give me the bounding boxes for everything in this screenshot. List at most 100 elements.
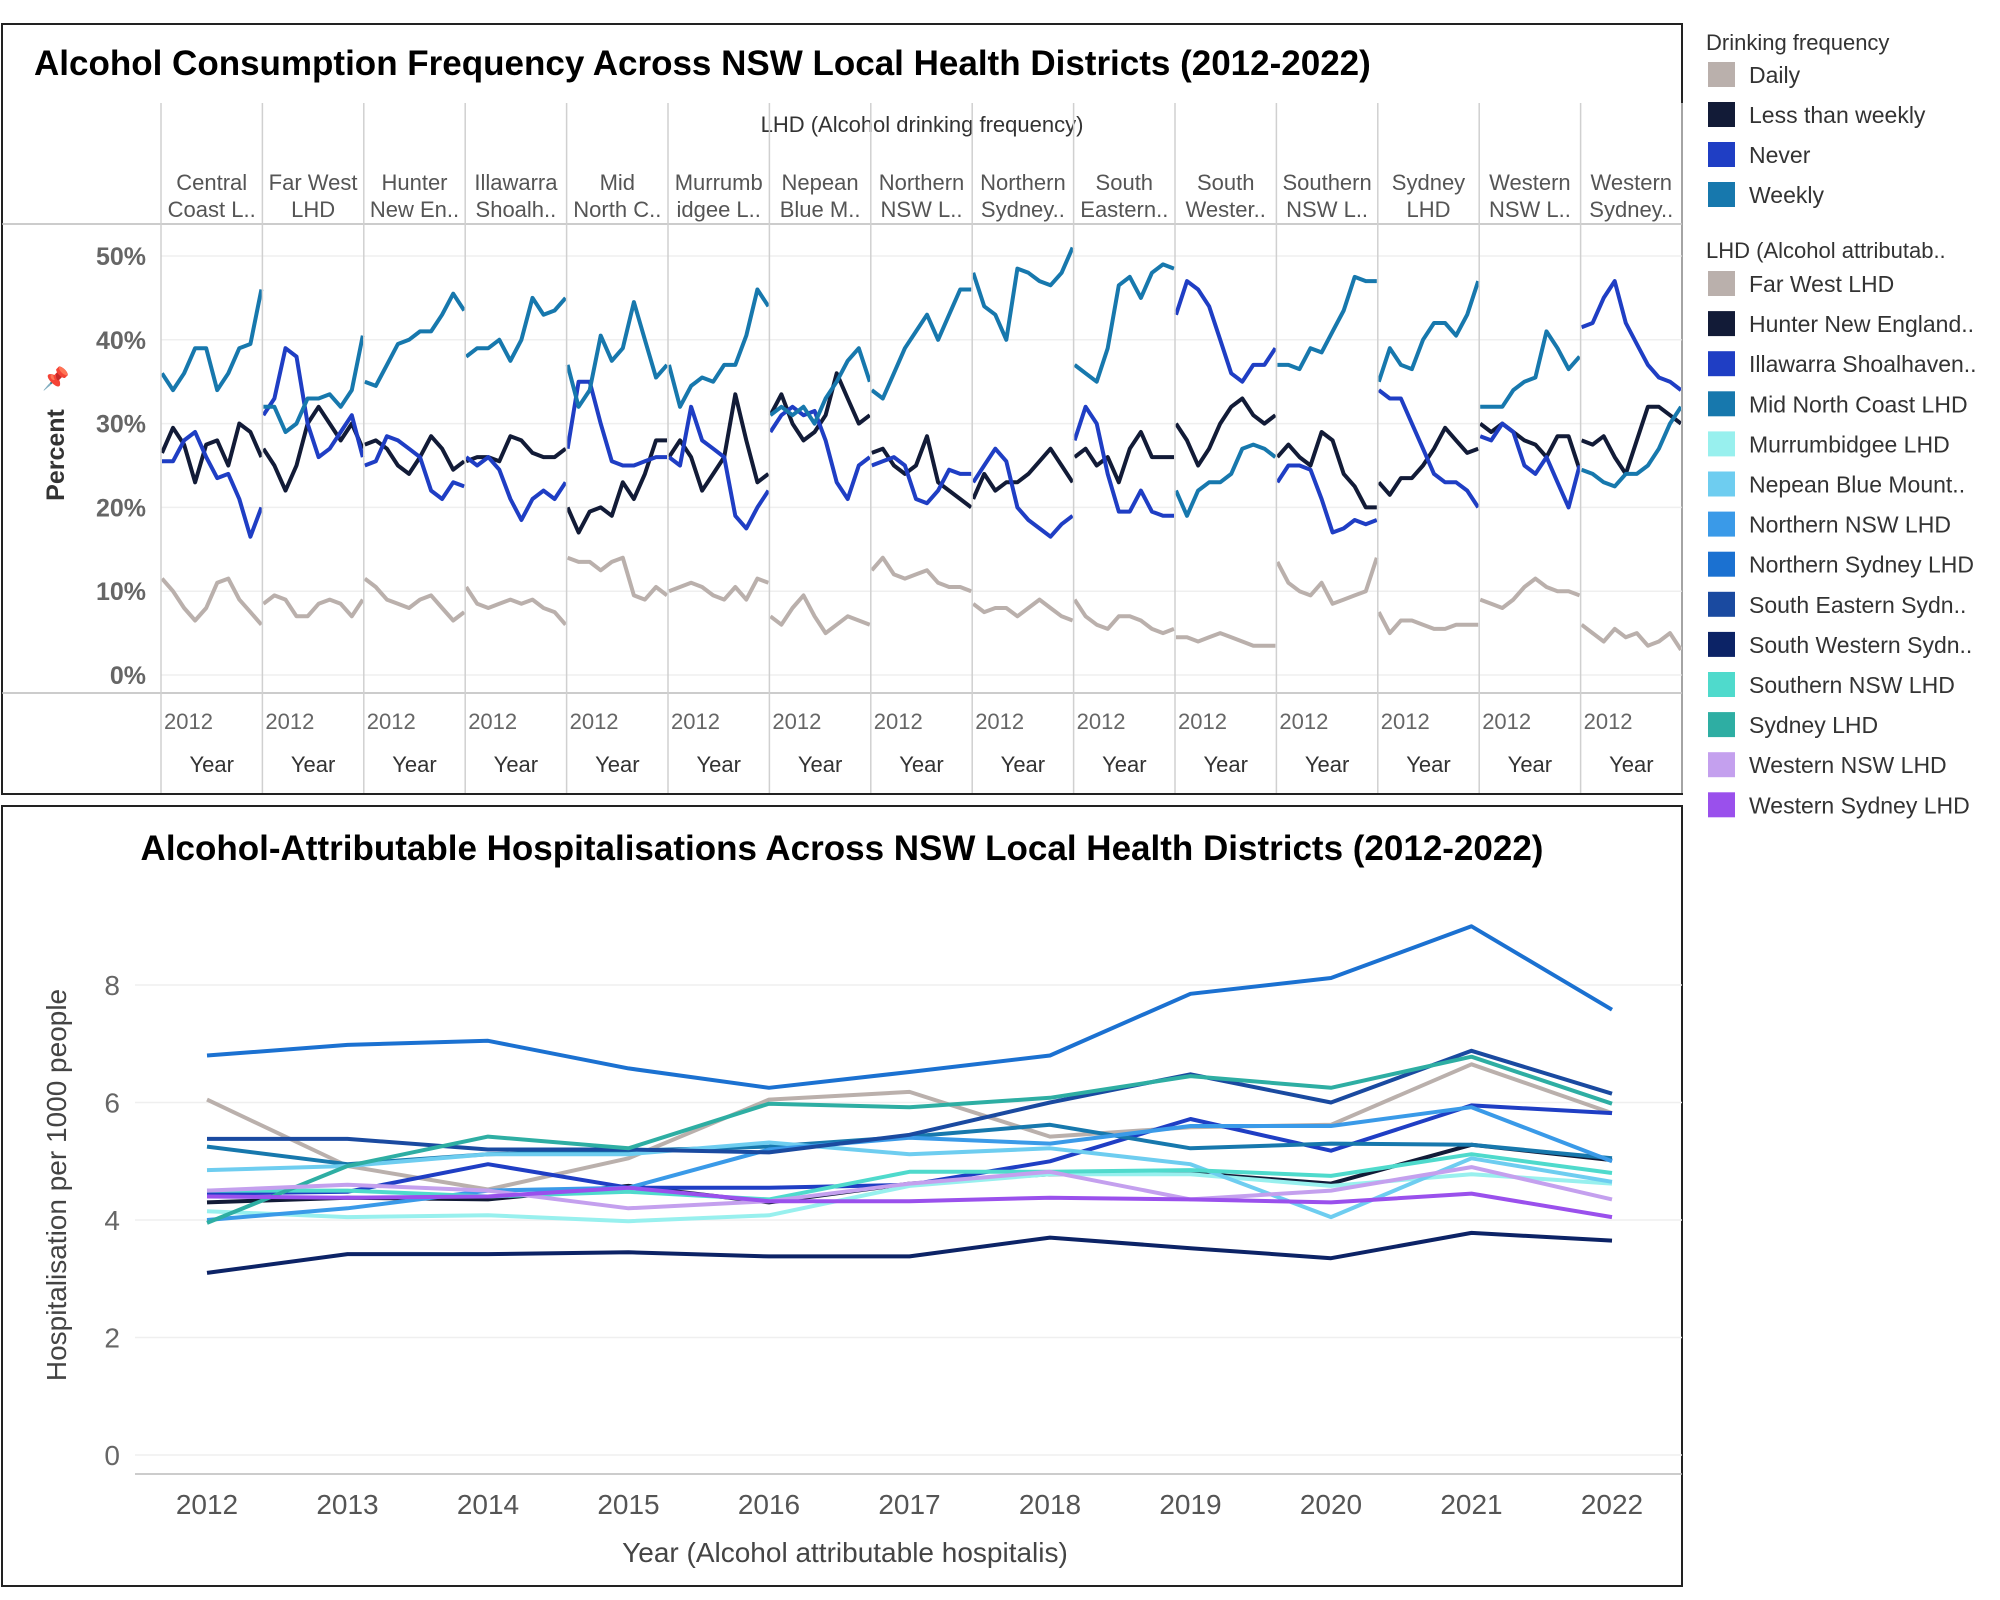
series-line-never[interactable] xyxy=(464,455,568,522)
series-line-less_than_weekly[interactable] xyxy=(261,404,365,493)
pin-icon[interactable]: 📌 xyxy=(42,365,69,391)
series-line-weekly[interactable] xyxy=(971,246,1075,342)
y-tick-label: 40% xyxy=(96,327,146,355)
x-axis-title: Year xyxy=(696,752,740,777)
series-line-never[interactable] xyxy=(1479,421,1582,510)
series-line[interactable] xyxy=(207,1152,1613,1202)
panel-label: Central xyxy=(176,170,247,195)
panel-label: South xyxy=(1096,170,1154,195)
x-tick-label: 2012 xyxy=(164,709,213,734)
series-line-weekly[interactable] xyxy=(565,300,669,409)
series-line-daily[interactable] xyxy=(1072,598,1175,636)
series-line-less_than_weekly[interactable] xyxy=(160,421,264,485)
series-line-daily[interactable] xyxy=(971,597,1074,623)
panel-label: NSW L.. xyxy=(1489,197,1571,222)
series-line-less_than_weekly[interactable] xyxy=(971,446,1075,500)
series-line-weekly[interactable] xyxy=(1277,274,1377,372)
y-tick-label: 10% xyxy=(96,578,146,606)
x-tick-label: 2012 xyxy=(772,709,821,734)
series-line-daily[interactable] xyxy=(566,555,669,602)
panel-label: North C.. xyxy=(573,197,661,222)
panel-label: Hunter xyxy=(381,170,447,195)
panel-label: New En.. xyxy=(370,197,459,222)
series-line[interactable] xyxy=(206,1062,1613,1192)
series-line-never[interactable] xyxy=(1072,404,1174,518)
series-line-less_than_weekly[interactable] xyxy=(465,434,567,464)
series-line-weekly[interactable] xyxy=(1480,329,1582,409)
series-line-daily[interactable] xyxy=(1275,557,1379,606)
series-line-weekly[interactable] xyxy=(769,346,872,426)
series-line-daily[interactable] xyxy=(1176,631,1276,648)
x-tick-label: 2012 xyxy=(176,1489,238,1520)
series-line-never[interactable] xyxy=(261,346,365,460)
x-tick-label: 2019 xyxy=(1159,1489,1221,1520)
series-line-less_than_weekly[interactable] xyxy=(1174,396,1277,468)
series-line[interactable] xyxy=(206,1103,1613,1196)
series-line-never[interactable] xyxy=(1377,388,1480,509)
x-tick-label: 2012 xyxy=(1279,709,1328,734)
series-line-weekly[interactable] xyxy=(1376,280,1481,383)
series-line-less_than_weekly[interactable] xyxy=(1073,430,1174,485)
series-line-daily[interactable] xyxy=(464,585,568,627)
series-line-daily[interactable] xyxy=(1479,576,1581,610)
series-line-weekly[interactable] xyxy=(1174,442,1277,518)
series-line-weekly[interactable] xyxy=(667,287,771,409)
series-line-weekly[interactable] xyxy=(464,295,568,363)
series-line-weekly[interactable] xyxy=(263,335,365,434)
series-line-weekly[interactable] xyxy=(1073,262,1175,384)
x-tick-label: 2012 xyxy=(367,709,416,734)
series-line-weekly[interactable] xyxy=(160,289,264,393)
series-line-daily[interactable] xyxy=(160,576,263,627)
series-line-daily[interactable] xyxy=(363,577,466,623)
series-line[interactable] xyxy=(206,1165,1613,1211)
series-line-never[interactable] xyxy=(871,455,972,506)
x-tick-label: 2016 xyxy=(738,1489,800,1520)
series-line-daily[interactable] xyxy=(668,576,770,602)
series-line-never[interactable] xyxy=(1580,279,1683,392)
series-line[interactable] xyxy=(206,1142,1613,1205)
hospitalisation-x-axis-title: Year (Alcohol attributable hospitalis) xyxy=(622,1537,1068,1568)
panel-label: Western xyxy=(1489,170,1571,195)
series-line-daily[interactable] xyxy=(1377,611,1479,636)
series-line[interactable] xyxy=(206,1140,1613,1220)
series-line[interactable] xyxy=(206,1185,1613,1220)
series-line[interactable] xyxy=(207,1048,1613,1155)
series-line-daily[interactable] xyxy=(262,593,365,619)
series-line-never[interactable] xyxy=(565,379,667,468)
x-axis-title: Year xyxy=(189,752,233,777)
series-line-weekly[interactable] xyxy=(364,291,466,388)
series-line[interactable] xyxy=(206,1172,1613,1224)
x-axis-title: Year xyxy=(291,752,335,777)
series-line[interactable] xyxy=(206,1105,1613,1222)
panel-label: Murrumb xyxy=(675,170,763,195)
series-line-less_than_weekly[interactable] xyxy=(667,392,770,493)
series-line-less_than_weekly[interactable] xyxy=(1580,404,1683,476)
series-line[interactable] xyxy=(206,924,1614,1090)
series-line-never[interactable] xyxy=(667,404,771,531)
series-line-daily[interactable] xyxy=(870,555,972,594)
series-line[interactable] xyxy=(206,1122,1613,1167)
panel-label: Sydney.. xyxy=(1589,197,1673,222)
x-tick-label: 2021 xyxy=(1440,1489,1502,1520)
x-axis-title: Year xyxy=(595,752,639,777)
x-tick-label: 2012 xyxy=(265,709,314,734)
x-axis-title: Year xyxy=(1406,752,1450,777)
series-line-daily[interactable] xyxy=(1580,623,1683,651)
series-line-weekly[interactable] xyxy=(1580,405,1683,489)
panel-label: Sydney.. xyxy=(981,197,1065,222)
series-line-less_than_weekly[interactable] xyxy=(1275,430,1377,510)
x-tick-label: 2017 xyxy=(878,1489,940,1520)
series-line[interactable] xyxy=(206,1230,1613,1275)
x-tick-label: 2012 xyxy=(1077,709,1126,734)
series-line-daily[interactable] xyxy=(769,593,871,636)
series-line-never[interactable] xyxy=(1174,279,1278,384)
series-line-never[interactable] xyxy=(971,446,1074,539)
series-line[interactable] xyxy=(206,1054,1613,1225)
series-line-never[interactable] xyxy=(1275,463,1378,535)
series-line-never[interactable] xyxy=(364,434,465,501)
series-line-weekly[interactable] xyxy=(870,287,972,401)
panel-label: Northern xyxy=(980,170,1066,195)
panel-label: Western xyxy=(1591,170,1673,195)
series-line-less_than_weekly[interactable] xyxy=(1478,421,1582,471)
series-line-never[interactable] xyxy=(162,430,264,539)
